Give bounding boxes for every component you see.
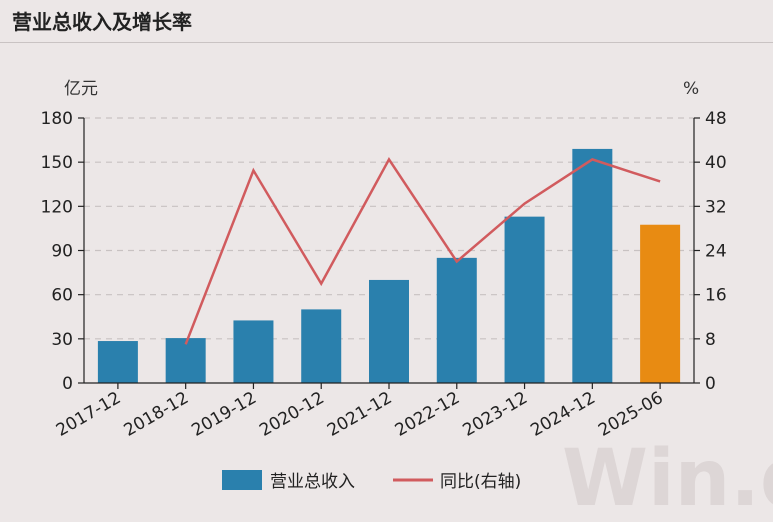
bar [640, 224, 681, 383]
bar-series [97, 148, 681, 383]
y-left-tick-label: 120 [41, 197, 73, 217]
bar [504, 216, 545, 383]
bar [436, 257, 477, 383]
y-right-unit: % [683, 79, 699, 99]
y-left-tick-label: 180 [41, 109, 73, 129]
y-right-tick-label: 8 [705, 330, 716, 350]
bar [369, 279, 409, 383]
bar [572, 148, 613, 383]
y-right-tick-label: 48 [705, 109, 727, 129]
x-tick-label: 2022-12 [392, 388, 464, 441]
bar [97, 341, 138, 383]
watermark-logo: Win.d [562, 434, 773, 522]
legend: 营业总收入 同比(右轴) [222, 470, 521, 492]
bar [165, 338, 206, 383]
line-series [184, 156, 661, 345]
legend-swatch-revenue [222, 470, 262, 490]
y-right-tick-label: 32 [705, 197, 727, 217]
x-tick-label: 2017-12 [53, 388, 125, 441]
x-tick-label: 2023-12 [460, 388, 532, 441]
y-right-tick-label: 40 [705, 153, 727, 173]
chart-title: 营业总收入及增长率 [12, 10, 192, 34]
x-tick-label: 2024-12 [527, 388, 599, 441]
legend-label-yoy: 同比(右轴) [440, 472, 521, 492]
x-tick-label: 2021-12 [324, 388, 396, 441]
x-tick-label: 2025-06 [595, 388, 667, 441]
y-left-tick-label: 30 [51, 330, 73, 350]
y-left-tick-label: 150 [41, 153, 73, 173]
bar [301, 309, 342, 383]
y-left-tick-label: 60 [51, 286, 73, 306]
x-tick-label: 2018-12 [121, 388, 193, 441]
y-right-tick-label: 16 [705, 286, 727, 306]
yoy-line [184, 156, 661, 345]
chart-header: 营业总收入及增长率 [0, 0, 773, 43]
x-tick-label: 2020-12 [256, 388, 328, 441]
y-left-tick-label: 0 [62, 374, 73, 394]
legend-label-revenue: 营业总收入 [270, 472, 355, 492]
x-tick-label: 2019-12 [188, 388, 260, 441]
y-left-unit: 亿元 [64, 79, 98, 99]
y-left-tick-label: 90 [51, 242, 73, 262]
bar [233, 320, 274, 383]
y-right-tick-label: 24 [705, 242, 727, 262]
y-right-tick-label: 0 [705, 374, 716, 394]
